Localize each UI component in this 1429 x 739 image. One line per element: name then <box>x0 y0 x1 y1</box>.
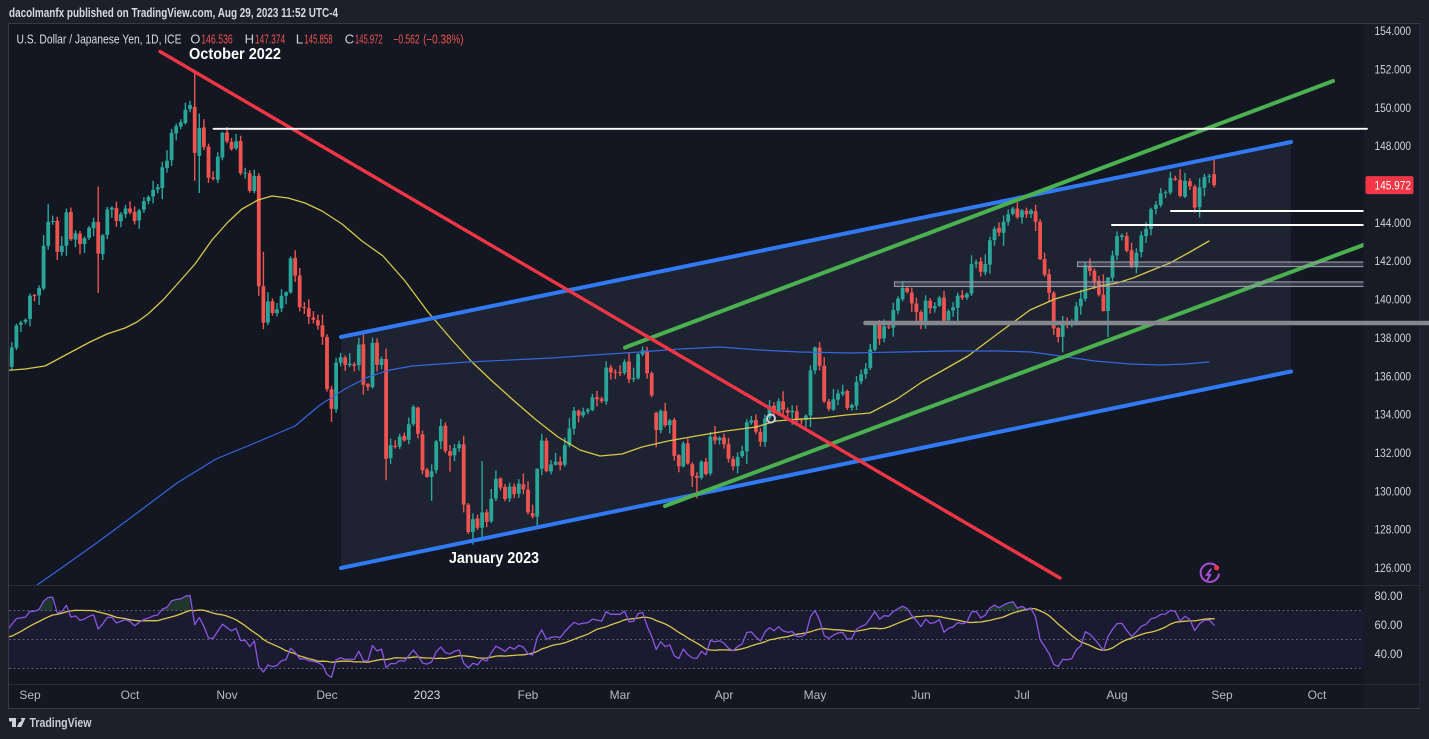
svg-text:152.000: 152.000 <box>1375 63 1412 77</box>
svg-text:−0.562: −0.562 <box>393 33 419 47</box>
svg-text:Nov: Nov <box>216 688 237 702</box>
svg-text:May: May <box>804 688 827 702</box>
svg-text:154.000: 154.000 <box>1375 24 1412 38</box>
svg-text:150.000: 150.000 <box>1375 101 1412 115</box>
svg-text:Apr: Apr <box>715 688 734 702</box>
svg-text:Mar: Mar <box>610 688 631 702</box>
svg-text:TradingView: TradingView <box>30 715 93 730</box>
svg-text:138.000: 138.000 <box>1375 331 1412 345</box>
svg-text:146.536: 146.536 <box>201 33 233 47</box>
svg-text:(−0.38%): (−0.38%) <box>423 33 464 47</box>
svg-text:128.000: 128.000 <box>1375 523 1412 537</box>
svg-text:130.000: 130.000 <box>1375 484 1412 498</box>
svg-text:Feb: Feb <box>518 688 539 702</box>
svg-text:dacolmanfx published on Tradin: dacolmanfx published on TradingView.com,… <box>9 6 338 20</box>
svg-text:136.000: 136.000 <box>1375 369 1412 383</box>
svg-text:140.000: 140.000 <box>1375 293 1412 307</box>
svg-text:U.S. Dollar / Japanese Yen, 1D: U.S. Dollar / Japanese Yen, 1D, ICE <box>17 33 182 47</box>
svg-text:Dec: Dec <box>316 688 337 702</box>
svg-text:142.000: 142.000 <box>1375 254 1412 268</box>
svg-text:H: H <box>245 33 255 47</box>
svg-text:Sep: Sep <box>1211 688 1233 702</box>
svg-text:Sep: Sep <box>19 688 41 702</box>
svg-text:126.000: 126.000 <box>1375 561 1412 575</box>
svg-text:Oct: Oct <box>1308 688 1327 702</box>
svg-text:132.000: 132.000 <box>1375 446 1412 460</box>
svg-text:145.972: 145.972 <box>1375 178 1412 192</box>
svg-text:O: O <box>190 33 200 47</box>
svg-text:147.374: 147.374 <box>255 33 285 47</box>
svg-text:80.00: 80.00 <box>1375 589 1403 603</box>
svg-text:2023: 2023 <box>414 688 441 702</box>
svg-text:L: L <box>296 33 304 47</box>
svg-text:Jun: Jun <box>911 688 930 702</box>
svg-text:145.972: 145.972 <box>355 33 383 47</box>
svg-text:134.000: 134.000 <box>1375 408 1412 422</box>
svg-text:January 2023: January 2023 <box>449 550 539 567</box>
svg-text:148.000: 148.000 <box>1375 139 1412 153</box>
svg-text:144.000: 144.000 <box>1375 216 1412 230</box>
svg-text:C: C <box>345 33 355 47</box>
svg-text:60.00: 60.00 <box>1375 618 1403 632</box>
svg-text:Jul: Jul <box>1014 688 1029 702</box>
svg-text:145.858: 145.858 <box>304 33 333 47</box>
svg-text:Aug: Aug <box>1106 688 1127 702</box>
svg-text:40.00: 40.00 <box>1375 647 1403 661</box>
svg-text:October 2022: October 2022 <box>189 46 281 63</box>
svg-text:Oct: Oct <box>121 688 140 702</box>
